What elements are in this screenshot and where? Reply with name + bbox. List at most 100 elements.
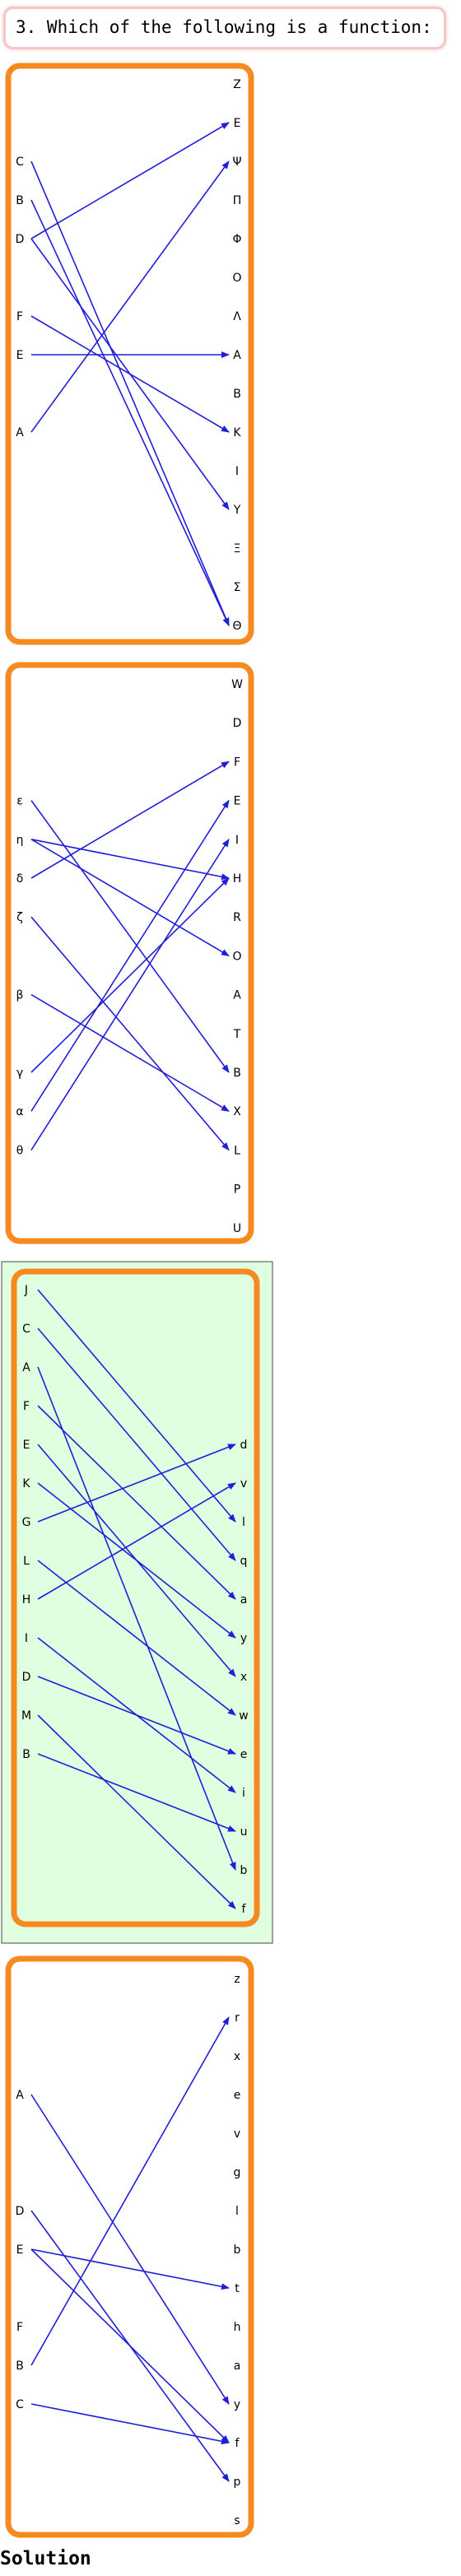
option-4[interactable]: A D E F B Cz r x e v g l b t h a y f p s xyxy=(5,1955,254,2538)
codomain-label: p xyxy=(234,2476,241,2489)
mapping-arrow xyxy=(37,1405,236,1600)
mapping-arrow xyxy=(37,1676,236,1755)
codomain-label: Φ xyxy=(232,233,241,246)
domain-label: A xyxy=(16,2089,24,2102)
codomain-label: f xyxy=(242,1903,247,1916)
codomain-label: Π xyxy=(233,194,242,207)
domain-label: E xyxy=(16,349,24,362)
codomain-label: u xyxy=(240,1825,248,1839)
codomain-label: s xyxy=(234,2514,240,2527)
codomain-label: a xyxy=(234,2360,241,2373)
codomain-label: v xyxy=(234,2127,240,2141)
domain-label: L xyxy=(23,1555,30,1568)
mapping-arrow xyxy=(37,1753,236,1832)
codomain-label: w xyxy=(239,1709,248,1723)
domain-label: ζ xyxy=(16,911,23,924)
codomain-label: q xyxy=(240,1555,248,1568)
domain-label: G xyxy=(22,1516,31,1529)
domain-label: I xyxy=(25,1632,28,1645)
mapping-arrow xyxy=(30,799,230,1112)
codomain-label: B xyxy=(233,388,241,401)
mapping-arrow xyxy=(37,1366,236,1871)
codomain-label: R xyxy=(233,911,241,924)
codomain-label: T xyxy=(233,1028,241,1041)
codomain-label: D xyxy=(233,717,242,730)
codomain-label: b xyxy=(234,2244,241,2257)
option-border xyxy=(5,63,254,645)
mapping-arrow xyxy=(37,1444,236,1523)
codomain-label: a xyxy=(240,1593,248,1607)
codomain-label: b xyxy=(240,1864,248,1877)
codomain-label: i xyxy=(242,1787,245,1800)
codomain-label: E xyxy=(234,117,241,130)
codomain-label: f xyxy=(235,2437,240,2450)
domain-label: B xyxy=(16,2360,24,2373)
codomain-label: Θ xyxy=(232,620,241,633)
mapping-arrow xyxy=(37,1714,236,1909)
codomain-label: Ξ xyxy=(234,542,241,556)
domain-label: B xyxy=(16,194,24,207)
mapping-arrow xyxy=(30,993,230,1112)
codomain-label: O xyxy=(232,272,241,285)
codomain-label: H xyxy=(233,872,242,886)
option-2[interactable]: ε η δ ζ β γ α θ W D F E I H R O A T B X L P U xyxy=(5,662,254,1244)
mapping-arrow xyxy=(30,2403,230,2445)
domain-label: D xyxy=(16,233,25,246)
codomain-label: y xyxy=(234,2398,240,2411)
codomain-label: y xyxy=(240,1632,247,1645)
domain-label: C xyxy=(22,1323,30,1336)
codomain-label: Σ xyxy=(234,581,241,594)
domain-label: β xyxy=(16,989,24,1002)
mapping-arrow xyxy=(30,2094,230,2405)
domain-label: F xyxy=(16,310,23,323)
codomain-label: Z xyxy=(233,78,241,91)
question-text: 3. Which of the following is a function: xyxy=(16,17,432,37)
codomain-label: X xyxy=(233,1105,241,1118)
codomain-label: l xyxy=(242,1516,245,1529)
codomain-label: B xyxy=(233,1067,241,1080)
option-border xyxy=(11,1268,260,1927)
codomain-label: e xyxy=(240,1748,248,1761)
codomain-label: x xyxy=(240,1671,247,1684)
codomain-label: d xyxy=(240,1439,248,1452)
codomain-label: Λ xyxy=(233,310,241,323)
codomain-label: h xyxy=(234,2321,241,2334)
codomain-label: Y xyxy=(233,504,241,517)
domain-label: B xyxy=(22,1748,30,1761)
mapping-arrow xyxy=(30,877,230,1073)
mapping-arrow xyxy=(37,1560,236,1716)
domain-label: θ xyxy=(16,1144,24,1157)
domain-label: ε xyxy=(16,795,23,808)
option-3[interactable]: J C A F E K G L H I D M Bd v l q a y x w e i u b f xyxy=(1,1261,273,1944)
codomain-label: l xyxy=(235,2205,239,2218)
domain-label: E xyxy=(16,2244,24,2257)
mapping-arrow xyxy=(30,916,230,1151)
domain-label: E xyxy=(23,1439,30,1452)
domain-label: M xyxy=(21,1709,31,1723)
question-box: 3. Which of the following is a function: xyxy=(3,7,446,49)
codomain-label: O xyxy=(232,950,241,963)
codomain-label: e xyxy=(234,2089,241,2102)
domain-label: J xyxy=(24,1284,28,1297)
codomain-label: U xyxy=(233,1222,241,1235)
option-border xyxy=(5,662,254,1244)
codomain-label: A xyxy=(233,349,241,362)
domain-label: A xyxy=(22,1361,30,1374)
mapping-arrow xyxy=(37,1328,236,1561)
domain-label: D xyxy=(22,1671,31,1684)
codomain-label: Ψ xyxy=(232,156,241,169)
mapping-arrow xyxy=(30,122,230,239)
domain-label: K xyxy=(22,1477,30,1490)
codomain-label: t xyxy=(235,2282,240,2295)
mapping-arrow xyxy=(30,315,230,433)
mapping-arrow xyxy=(30,160,230,433)
codomain-label: g xyxy=(234,2166,241,2179)
codomain-label: I xyxy=(235,834,239,847)
domain-label: η xyxy=(16,834,24,847)
domain-label: δ xyxy=(16,872,24,886)
domain-label: C xyxy=(16,2398,24,2411)
mapping-arrow xyxy=(30,760,230,879)
domain-label: F xyxy=(16,2321,23,2334)
option-1[interactable]: C B D F E A Z E Ψ Π Φ O Λ A B K I Y Ξ Σ Θ xyxy=(5,63,254,645)
domain-label: C xyxy=(16,156,24,169)
